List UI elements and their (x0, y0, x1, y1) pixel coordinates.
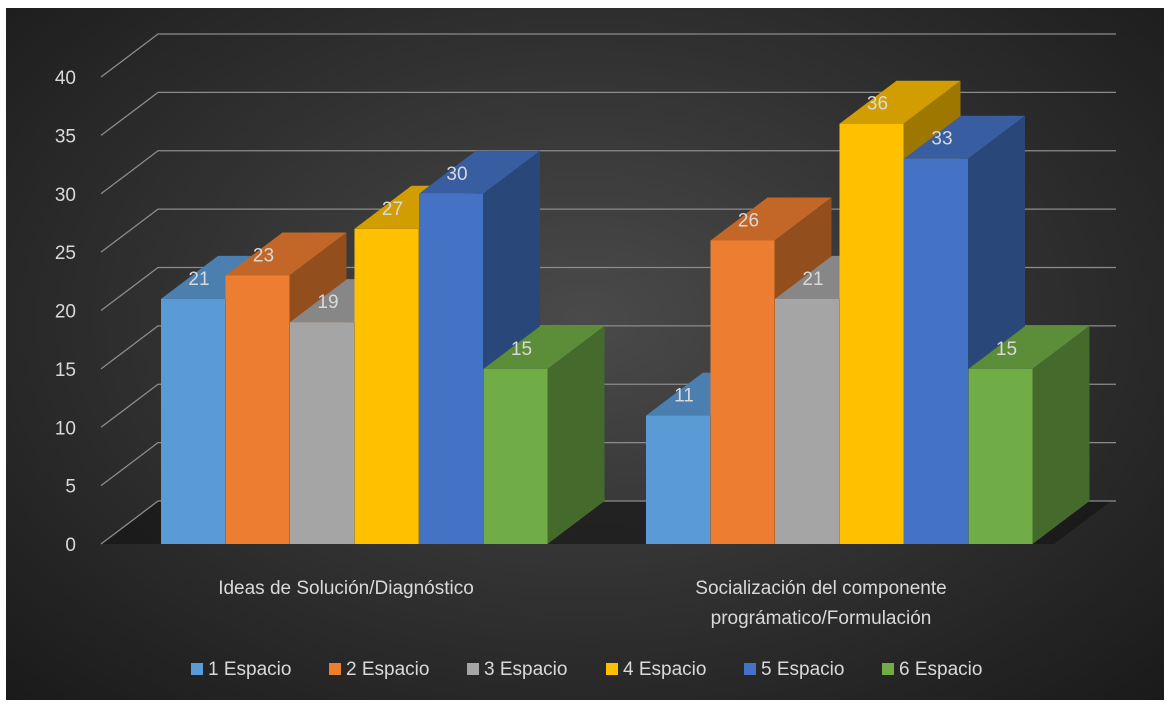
bar-top (483, 325, 605, 369)
category-label: prográmatico/Formulación (711, 608, 932, 629)
data-label: 21 (188, 269, 209, 290)
legend-swatch (191, 663, 203, 675)
y-tick-label: 15 (55, 360, 76, 381)
data-label: 27 (382, 199, 403, 220)
data-label: 11 (674, 386, 694, 407)
bar-top (968, 325, 1090, 369)
legend-label: 1 Espacio (208, 659, 291, 680)
legend-label: 5 Espacio (761, 659, 844, 680)
data-labels: 21 23 19 27 30 15 11 26 21 36 33 15 (188, 94, 1017, 407)
bar (775, 298, 839, 544)
bar-top (710, 197, 832, 241)
chart-area: 0 5 10 15 20 25 30 35 40 21 23 19 27 30 15 11 26 21 36 33 1… (6, 8, 1164, 700)
y-tick-label: 10 (55, 418, 76, 439)
legend-swatch (467, 663, 479, 675)
data-label: 15 (996, 339, 1017, 360)
legend-swatch (882, 663, 894, 675)
category-label: Socialización del componente (695, 578, 946, 599)
data-label: 36 (867, 94, 888, 115)
chart-svg: 0 5 10 15 20 25 30 35 40 21 23 19 27 30 15 11 26 21 36 33 1… (55, 33, 1116, 680)
legend-label: 2 Espacio (346, 659, 429, 680)
y-tick-label: 30 (55, 185, 76, 206)
bar-top (225, 232, 347, 276)
y-tick-label: 35 (55, 126, 76, 147)
bar-top (904, 115, 1025, 159)
gridline (100, 33, 1116, 78)
legend: 1 Espacio 2 Espacio 3 Espacio 4 Espacio 5 Es… (191, 659, 982, 680)
legend-swatch (744, 663, 756, 675)
y-tick-label: 40 (55, 68, 76, 89)
data-label: 33 (931, 129, 952, 150)
bar (710, 240, 775, 544)
bar-side (1032, 325, 1090, 544)
bar (290, 322, 354, 544)
bars (161, 80, 1090, 544)
y-tick-label: 5 (65, 477, 76, 498)
category-label: Ideas de Solución/Diagnóstico (218, 578, 474, 599)
bar (646, 415, 710, 544)
data-label: 15 (511, 339, 532, 360)
bar (419, 193, 483, 544)
data-label: 23 (253, 245, 274, 266)
data-label: 21 (802, 269, 823, 290)
bar (483, 368, 548, 544)
bar (161, 298, 225, 544)
legend-swatch (606, 663, 618, 675)
bar-top (419, 150, 540, 194)
y-tick-label: 0 (65, 535, 76, 556)
legend-label: 6 Espacio (899, 659, 982, 680)
category-labels: Ideas de Solución/Diagnóstico Socializaci… (218, 578, 947, 629)
y-tick-label: 25 (55, 243, 76, 264)
bar (839, 123, 904, 544)
legend-swatch (329, 663, 341, 675)
legend-label: 3 Espacio (484, 659, 567, 680)
bar (225, 275, 290, 544)
bar (968, 368, 1033, 544)
legend-label: 4 Espacio (623, 659, 706, 680)
bar-top (839, 80, 961, 124)
bar (354, 228, 419, 544)
data-label: 26 (738, 210, 759, 231)
y-axis-ticks: 0 5 10 15 20 25 30 35 40 (55, 68, 76, 556)
gridline (100, 150, 1116, 195)
gridline (100, 91, 1116, 136)
bar (904, 158, 968, 544)
bar-side (547, 325, 605, 544)
data-label: 30 (446, 164, 467, 185)
data-label: 19 (317, 292, 338, 313)
y-tick-label: 20 (55, 302, 76, 323)
